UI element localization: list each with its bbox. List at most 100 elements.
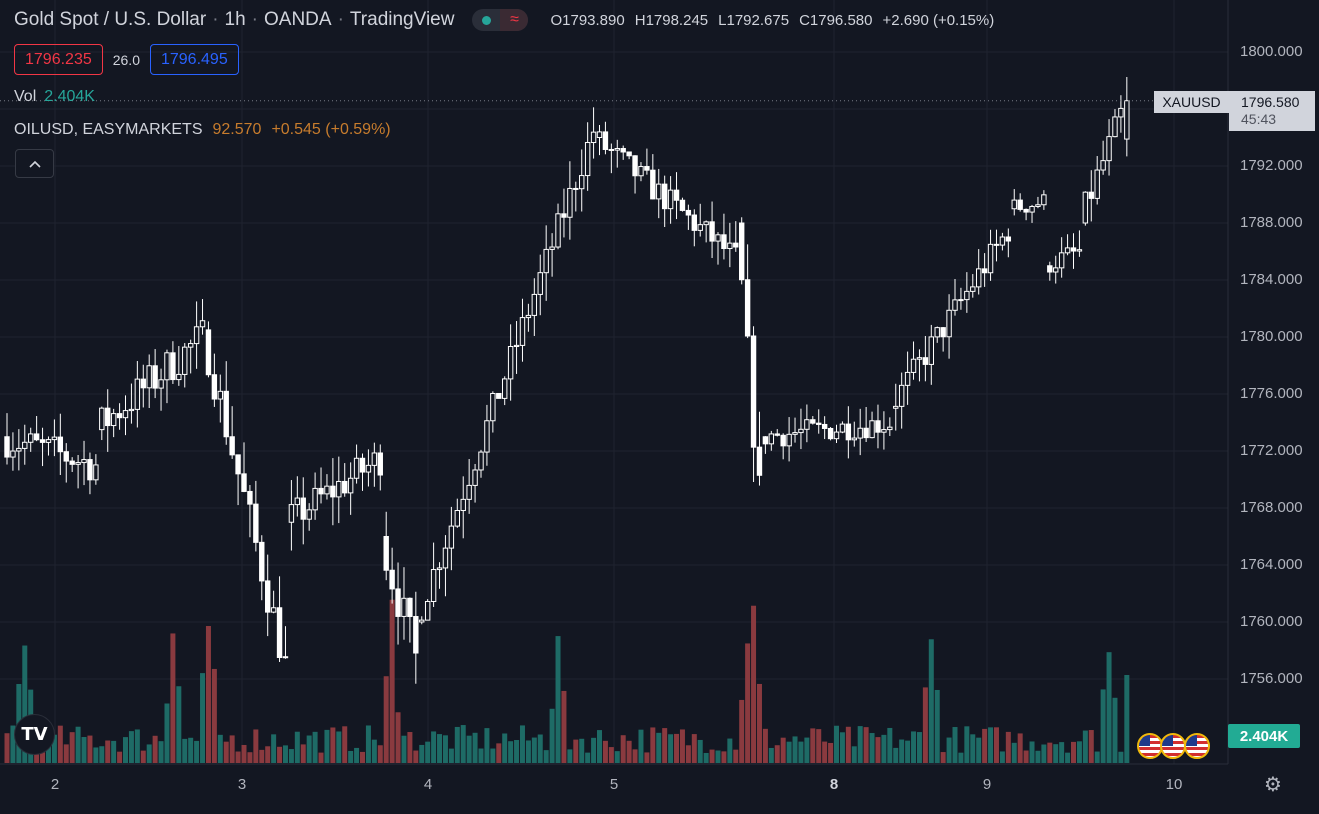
ohlc-change: +2.690 (+0.15%) <box>882 11 995 29</box>
volume-bar <box>531 737 537 763</box>
candle-body <box>555 213 561 248</box>
candle-body <box>733 242 739 248</box>
time-tick-label: 10 <box>1165 776 1183 793</box>
us-flag-event-icon[interactable] <box>1160 733 1186 759</box>
candle-body <box>259 541 265 582</box>
candle-body <box>596 131 603 139</box>
volume-bar <box>1124 675 1130 763</box>
volume-bar <box>537 734 543 763</box>
volume-bar <box>857 726 863 763</box>
candle-body <box>703 221 709 226</box>
candle-body <box>727 242 733 250</box>
us-flag-event-icon[interactable] <box>1184 733 1210 759</box>
candle-body <box>1106 136 1112 162</box>
volume-bar <box>472 732 478 763</box>
chevron-up-icon <box>28 160 41 168</box>
volume-bar <box>514 740 520 763</box>
candle-body <box>768 433 775 445</box>
price-tick-label: 1760.000 <box>1240 613 1303 630</box>
volume-bar <box>312 731 318 763</box>
candle-body <box>845 423 852 441</box>
candle-body <box>105 407 111 427</box>
broker-label: OANDA <box>264 9 332 30</box>
volume-bar <box>650 727 656 763</box>
price-tick-label: 1776.000 <box>1240 385 1303 402</box>
candle-body <box>342 480 348 494</box>
candle-body <box>531 293 538 316</box>
candle-body <box>383 536 389 571</box>
volume-bar <box>709 749 715 763</box>
volume-bar <box>371 739 377 763</box>
gear-icon[interactable]: ⚙ <box>1264 774 1282 796</box>
volume-bar <box>751 605 757 763</box>
interval-label[interactable]: 1h <box>224 9 246 30</box>
candle-body <box>371 452 378 466</box>
symbol-title[interactable]: Gold Spot / U.S. Dollar <box>14 9 207 30</box>
volume-bar <box>442 735 448 763</box>
overlay-value: 92.570 <box>212 121 262 138</box>
volume-bar <box>99 746 105 763</box>
candle-body <box>1058 252 1065 269</box>
candle-body <box>928 336 934 365</box>
volume-bar <box>745 643 751 763</box>
volume-bar <box>875 737 881 763</box>
title-separator: · <box>251 9 258 30</box>
volume-bar <box>508 741 514 763</box>
volume-bar <box>223 741 229 763</box>
us-flag-event-icon[interactable] <box>1137 733 1163 759</box>
volume-bar <box>626 740 632 763</box>
candle-body <box>270 607 277 613</box>
volume-bar <box>1088 730 1094 763</box>
overlay-legend[interactable]: OILUSD, EASYMARKETS 92.570 +0.545 (+0.59… <box>14 121 391 139</box>
candle-body <box>187 343 194 348</box>
volume-bar <box>602 740 608 763</box>
candle-body <box>1070 247 1077 252</box>
candle-body <box>10 450 16 458</box>
volume-bar <box>69 732 75 763</box>
tradingview-logo-icon[interactable]: TV <box>14 714 55 755</box>
volume-bar <box>288 749 294 763</box>
candle-body <box>478 451 484 471</box>
volume-legend[interactable]: Vol 2.404K <box>14 88 95 106</box>
candle-body <box>318 487 324 495</box>
volume-bar <box>608 747 614 763</box>
candle-body <box>774 433 780 436</box>
volume-bar <box>662 728 668 763</box>
candle-body <box>176 373 182 381</box>
candle-body <box>51 436 58 441</box>
candle-body <box>709 221 715 242</box>
market-status-pill[interactable]: ≈ <box>472 9 529 31</box>
volume-bar <box>863 727 869 763</box>
candle-body <box>1118 107 1124 118</box>
candle-body <box>1041 194 1047 206</box>
volume-bar <box>887 727 893 763</box>
volume-bar <box>354 747 360 763</box>
buy-button[interactable]: 1796.495 <box>149 44 239 75</box>
volume-bar <box>762 728 768 763</box>
volume-bar <box>265 746 271 763</box>
candle-body <box>33 433 40 441</box>
candle-body <box>496 392 502 399</box>
volume-bar <box>235 751 241 763</box>
candle-body <box>128 408 135 412</box>
candle-body <box>804 419 810 430</box>
candle-body <box>1088 191 1094 199</box>
volume-bar <box>614 751 620 763</box>
sell-button[interactable]: 1796.235 <box>14 44 103 75</box>
collapse-legend-button[interactable] <box>15 149 54 178</box>
volume-bar <box>934 689 940 763</box>
candle-body <box>199 320 206 328</box>
volume-bar <box>496 743 502 763</box>
candle-body <box>419 619 425 623</box>
volume-bar <box>253 729 259 763</box>
volume-bar <box>176 686 182 763</box>
candle-body <box>602 131 609 150</box>
price-tick-label: 1772.000 <box>1240 442 1303 459</box>
volume-bar <box>502 733 508 763</box>
candle-body <box>987 243 994 274</box>
candle-body <box>543 248 549 274</box>
candle-body <box>116 413 123 419</box>
candle-body <box>750 335 757 448</box>
candle-body <box>235 454 241 475</box>
